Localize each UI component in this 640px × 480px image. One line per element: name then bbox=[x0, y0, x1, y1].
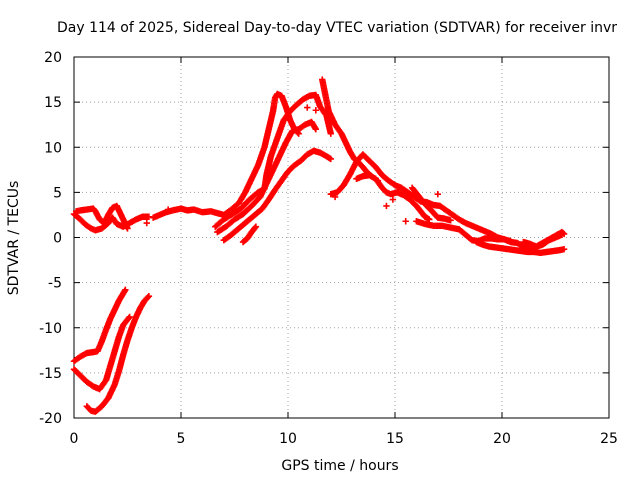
chart-title: Day 114 of 2025, Sidereal Day-to-day VTE… bbox=[57, 20, 617, 36]
data-point bbox=[124, 225, 131, 232]
x-tick-label: 25 bbox=[600, 431, 618, 447]
series-arc-n bbox=[408, 184, 454, 224]
x-tick-label: 10 bbox=[279, 431, 297, 447]
series-arc-e bbox=[83, 292, 153, 415]
x-tick-label: 5 bbox=[177, 431, 186, 447]
data-point bbox=[374, 177, 382, 184]
grid bbox=[74, 57, 609, 418]
data-point bbox=[143, 219, 150, 227]
y-tick-label: 0 bbox=[53, 231, 62, 247]
data-point bbox=[312, 107, 320, 114]
data-point bbox=[312, 126, 320, 133]
y-tick-label: -15 bbox=[39, 366, 62, 382]
data-point bbox=[559, 229, 567, 237]
scattered-points bbox=[143, 104, 441, 227]
series-arc-p bbox=[473, 238, 568, 257]
series-arc-b bbox=[72, 202, 131, 232]
series-arc-c bbox=[70, 286, 129, 365]
y-tick-label: -10 bbox=[39, 321, 62, 337]
axis-ticks bbox=[73, 56, 610, 419]
data-point bbox=[426, 216, 433, 223]
data-point bbox=[434, 190, 441, 198]
data-point bbox=[145, 213, 153, 220]
data-point bbox=[447, 217, 454, 224]
series-arc-m bbox=[353, 172, 433, 223]
data-point bbox=[402, 218, 409, 225]
data-point bbox=[331, 193, 339, 201]
y-tick-label: 15 bbox=[44, 95, 62, 111]
data-point bbox=[145, 292, 153, 300]
series-arc-i bbox=[220, 147, 334, 244]
data-point bbox=[327, 155, 334, 163]
data-markers bbox=[70, 76, 568, 415]
series-arc-d bbox=[70, 313, 133, 393]
data-point bbox=[560, 246, 568, 253]
data-point bbox=[304, 104, 311, 111]
x-tick-label: 20 bbox=[493, 431, 511, 447]
y-tick-label: -5 bbox=[48, 276, 62, 292]
y-tick-label: 20 bbox=[44, 50, 62, 66]
y-axis-label: SDTVAR / TECUs bbox=[6, 181, 22, 296]
data-point bbox=[144, 294, 152, 301]
data-point bbox=[125, 314, 132, 322]
x-tick-labels: 0 5 10 15 20 25 bbox=[70, 431, 618, 447]
data-point bbox=[164, 206, 172, 213]
data-point bbox=[126, 313, 133, 321]
series-arc-q bbox=[520, 228, 568, 250]
y-tick-labels: -20 -15 -10 -5 0 5 10 15 20 bbox=[39, 50, 62, 427]
x-tick-label: 0 bbox=[70, 431, 79, 447]
data-point bbox=[389, 196, 397, 203]
data-point bbox=[252, 223, 260, 230]
series-arc-l bbox=[327, 151, 514, 245]
data-point bbox=[327, 130, 334, 137]
data-point bbox=[560, 230, 568, 238]
x-axis-label: GPS time / hours bbox=[281, 458, 398, 474]
series-arc-a bbox=[70, 210, 153, 234]
series-arc-j bbox=[239, 223, 260, 246]
series-arc-h bbox=[214, 118, 320, 236]
y-tick-label: -20 bbox=[39, 411, 62, 427]
x-tick-label: 15 bbox=[386, 431, 404, 447]
data-point bbox=[251, 224, 259, 231]
data-point bbox=[383, 202, 390, 210]
data-point bbox=[122, 286, 129, 294]
y-tick-label: 5 bbox=[53, 185, 62, 201]
y-tick-label: 10 bbox=[44, 140, 62, 156]
